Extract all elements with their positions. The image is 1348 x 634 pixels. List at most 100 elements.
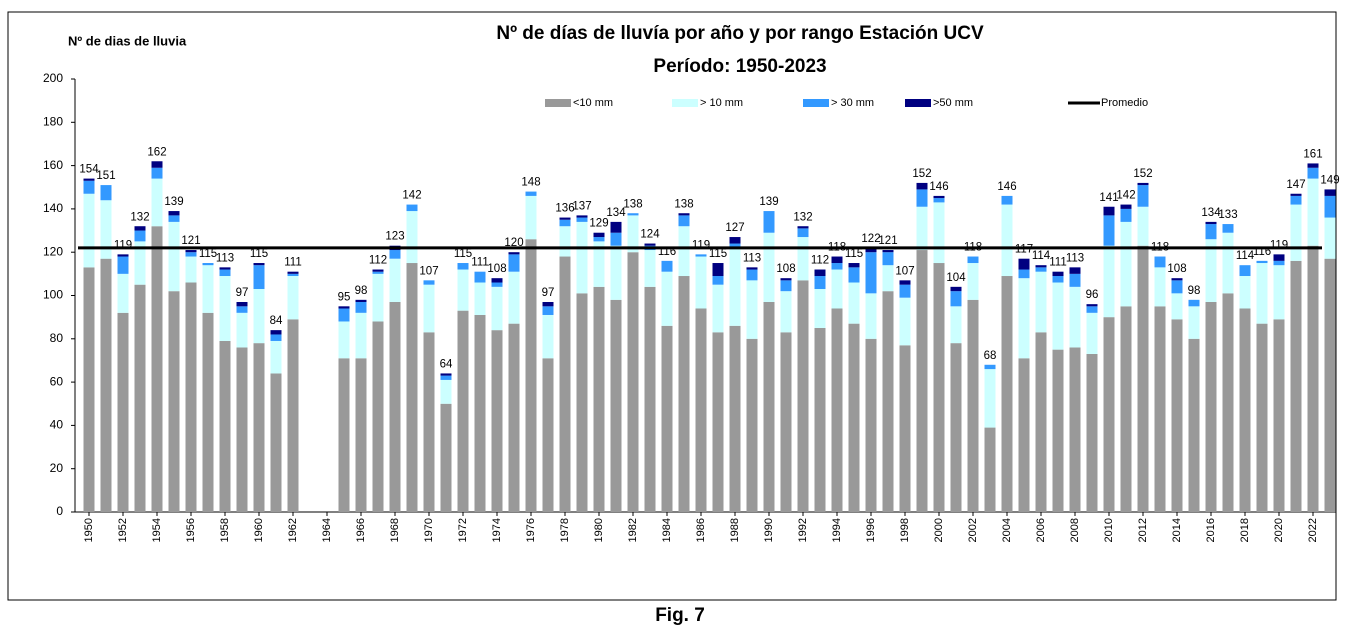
- total-label: 116: [658, 246, 676, 258]
- total-label: 123: [385, 231, 404, 243]
- legend-swatch: [545, 99, 571, 107]
- bar-segment: [576, 293, 588, 512]
- bar-segment: [185, 256, 197, 283]
- bar-segment: [1035, 267, 1047, 272]
- legend-label: > 10 mm: [700, 97, 743, 109]
- bar-segment: [355, 301, 367, 313]
- bar-segment: [423, 280, 435, 285]
- total-label: 98: [355, 285, 368, 297]
- bar-segment: [1154, 306, 1166, 512]
- bar-segment: [1290, 193, 1302, 196]
- bar-segment: [729, 247, 741, 326]
- x-tick-label: 1998: [899, 518, 911, 542]
- bar-segment: [83, 193, 95, 268]
- bar-segment: [236, 347, 248, 512]
- bar-segment: [1273, 319, 1285, 512]
- bar-segment: [1307, 178, 1319, 246]
- bar-segment: [610, 299, 622, 512]
- total-label: 108: [776, 263, 795, 275]
- bar-segment: [831, 256, 843, 264]
- bar-segment: [1001, 195, 1013, 205]
- total-label: 132: [130, 211, 149, 223]
- bar-segment: [185, 252, 197, 257]
- x-tick-label: 1956: [185, 518, 197, 542]
- bar-segment: [423, 332, 435, 512]
- bar-segment: [916, 206, 928, 251]
- bar-segment: [882, 250, 894, 253]
- bar-segment: [1205, 301, 1217, 512]
- bar-segment: [151, 167, 163, 179]
- bar-segment: [576, 215, 588, 218]
- bar-segment: [236, 306, 248, 313]
- bar-segment: [1171, 278, 1183, 281]
- y-axis-label: Nº de dias de lluvia: [68, 33, 187, 48]
- bar-segment: [1103, 206, 1115, 216]
- bar-segment: [1086, 304, 1098, 307]
- bar-segment: [457, 263, 469, 270]
- total-label: 138: [674, 198, 693, 210]
- bar-segment: [508, 271, 520, 324]
- total-label: 132: [793, 211, 812, 223]
- total-label: 139: [759, 196, 778, 208]
- bar-segment: [1086, 306, 1098, 313]
- bar-segment: [865, 247, 877, 253]
- bar-segment: [712, 276, 724, 285]
- bar-segment: [831, 269, 843, 309]
- total-label: 107: [895, 265, 914, 277]
- total-label: 134: [1201, 207, 1221, 219]
- bar-segment: [1120, 221, 1132, 307]
- legend-label: <10 mm: [573, 97, 613, 109]
- bar-segment: [151, 226, 163, 512]
- bar-segment: [117, 312, 129, 512]
- bar-segment: [1205, 239, 1217, 302]
- bar-segment: [168, 291, 180, 512]
- bar-segment: [1239, 265, 1251, 277]
- bar-segment: [355, 299, 367, 302]
- x-tick-label: 1974: [491, 518, 503, 542]
- total-label: 154: [79, 164, 99, 176]
- bar-segment: [1222, 293, 1234, 512]
- bar-segment: [1324, 189, 1336, 196]
- bar-segment: [117, 273, 129, 313]
- y-tick-label: 200: [43, 71, 63, 85]
- bar-segment: [814, 289, 826, 328]
- bar-segment: [967, 299, 979, 512]
- bar-segment: [1324, 195, 1336, 218]
- bar-segment: [627, 252, 639, 512]
- bar-segment: [253, 263, 265, 266]
- x-tick-label: 2010: [1103, 518, 1115, 542]
- bar-segment: [270, 340, 282, 374]
- bar-segment: [1154, 267, 1166, 307]
- bar-segment: [542, 358, 554, 512]
- bar-segment: [338, 306, 350, 309]
- total-label: 104: [946, 272, 966, 284]
- bar-segment: [100, 258, 112, 512]
- bar-segment: [729, 325, 741, 512]
- bar-segment: [542, 306, 554, 315]
- bar-segment: [219, 276, 231, 341]
- y-tick-label: 120: [43, 244, 63, 258]
- bar-segment: [1290, 204, 1302, 261]
- y-tick-label: 40: [50, 418, 64, 432]
- total-label: 127: [725, 222, 744, 234]
- bar-segment: [1120, 306, 1132, 512]
- bar-segment: [780, 278, 792, 281]
- x-tick-label: 1992: [797, 518, 809, 542]
- bar-segment: [1239, 308, 1251, 512]
- bar-segment: [491, 278, 503, 283]
- x-tick-label: 2014: [1171, 518, 1183, 542]
- bar-segment: [491, 330, 503, 512]
- x-tick-label: 1980: [593, 518, 605, 542]
- bar-segment: [933, 198, 945, 203]
- bar-segment: [610, 232, 622, 246]
- bar-segment: [474, 282, 486, 315]
- bar-segment: [457, 310, 469, 512]
- bar-segment: [508, 323, 520, 512]
- x-tick-label: 2018: [1239, 518, 1251, 542]
- bar-segment: [1035, 271, 1047, 333]
- x-tick-label: 1972: [457, 518, 469, 542]
- bar-segment: [253, 343, 265, 512]
- chart-subtitle: Período: 1950-2023: [653, 56, 826, 77]
- bar-segment: [916, 189, 928, 207]
- x-tick-label: 2004: [1001, 518, 1013, 542]
